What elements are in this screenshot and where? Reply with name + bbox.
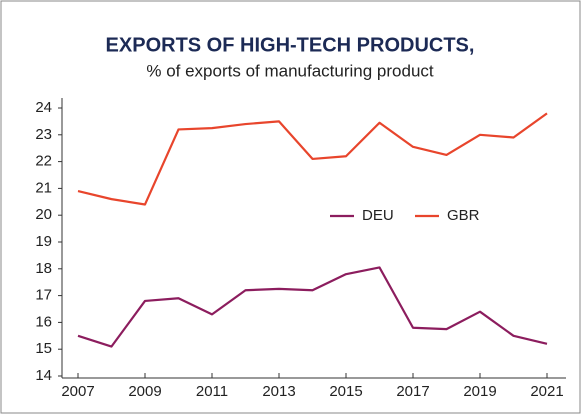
chart-title: EXPORTS OF HIGH-TECH PRODUCTS, [106, 34, 475, 56]
y-tick-label: 15 [35, 340, 52, 357]
y-tick-label: 18 [35, 260, 52, 277]
x-tick-label: 2011 [196, 383, 228, 400]
x-tick-label: 2007 [61, 383, 94, 400]
x-tick-label: 2021 [530, 383, 563, 400]
y-tick-label: 22 [35, 153, 52, 170]
legend-label: DEU [362, 207, 394, 224]
y-tick-label: 24 [35, 99, 52, 116]
data-line [77, 266, 548, 348]
x-tick-label: 2017 [396, 383, 429, 400]
data-line [77, 112, 548, 206]
y-tick-label: 21 [35, 179, 52, 196]
legend-label: GBR [447, 207, 480, 224]
x-tick-label: 2009 [128, 383, 161, 400]
y-tick-label: 23 [35, 126, 52, 143]
y-tick-label: 16 [35, 313, 52, 330]
x-tick-label: 2019 [463, 383, 496, 400]
x-tick-label: 2015 [329, 383, 362, 400]
x-tick-label: 2013 [262, 383, 295, 400]
y-tick-label: 14 [35, 367, 52, 384]
chart-subtitle: % of exports of manufacturing product [146, 61, 434, 80]
y-tick-label: 19 [35, 233, 52, 250]
y-tick-label: 17 [35, 287, 52, 304]
y-tick-label: 20 [35, 206, 52, 223]
